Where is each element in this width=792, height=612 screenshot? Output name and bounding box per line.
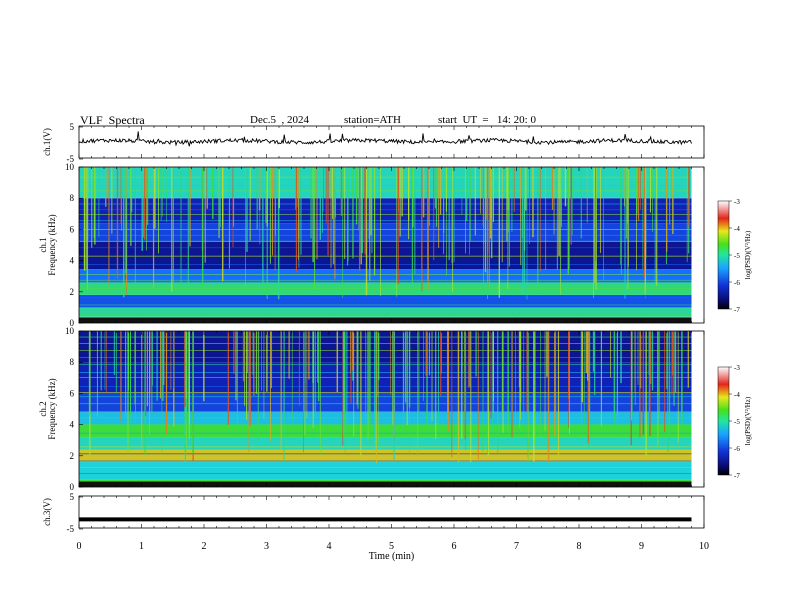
ch1-trace bbox=[78, 131, 692, 147]
spectrum-band bbox=[79, 424, 692, 438]
y-axis-label: ch.1(V) bbox=[42, 128, 52, 156]
date-label: Dec.5 , 2024 bbox=[250, 114, 309, 126]
y-tick-label: 6 bbox=[70, 224, 75, 234]
y-tick-label: 5 bbox=[70, 492, 75, 502]
spectrum-band bbox=[79, 294, 692, 308]
spectrum-band bbox=[79, 223, 692, 242]
station-label: station=ATH bbox=[344, 114, 401, 126]
spectrum-band bbox=[79, 393, 692, 413]
x-tick-label: 4 bbox=[327, 541, 332, 552]
spectrum-band bbox=[79, 198, 692, 224]
spectrum-band bbox=[79, 462, 692, 480]
low-frequency-strip bbox=[79, 481, 692, 487]
colorbar-tick-label: -4 bbox=[734, 391, 740, 399]
y-tick-label: -5 bbox=[67, 154, 75, 164]
y-tick-label: 8 bbox=[70, 357, 75, 367]
spectrum-band bbox=[79, 437, 692, 450]
colorbar bbox=[717, 366, 730, 476]
colorbar-tick-label: -3 bbox=[734, 198, 740, 206]
x-tick-label: 5 bbox=[389, 541, 394, 552]
y-tick-label: 2 bbox=[70, 451, 75, 461]
spectrum-band bbox=[79, 449, 692, 463]
colorbar-tick-label: -6 bbox=[734, 279, 740, 287]
colorbar bbox=[717, 200, 730, 310]
colorbar-tick-label: -5 bbox=[734, 252, 740, 260]
x-tick-label: 3 bbox=[264, 541, 269, 552]
x-tick-label: 7 bbox=[514, 541, 519, 552]
y-tick-label: 4 bbox=[70, 256, 75, 266]
colorbar-tick-label: -6 bbox=[734, 445, 740, 453]
ch2-spectrogram bbox=[79, 331, 692, 487]
colorbar-label: log(PSD)(V²/Hz) bbox=[744, 396, 752, 445]
panel-frame bbox=[78, 495, 705, 529]
y-tick-label: 10 bbox=[65, 326, 75, 336]
x-tick-label: 10 bbox=[699, 541, 709, 552]
y-tick-label: 2 bbox=[70, 287, 75, 297]
x-tick-label: 9 bbox=[639, 541, 644, 552]
ch1-line bbox=[78, 131, 692, 147]
colorbar-tick-label: -4 bbox=[734, 225, 740, 233]
x-tick-label: 0 bbox=[77, 541, 82, 552]
y-axis-label: Frequency (kHz) bbox=[47, 378, 57, 439]
x-tick-label: 2 bbox=[202, 541, 207, 552]
y-tick-label: 10 bbox=[65, 162, 75, 172]
ch1-spectrogram bbox=[79, 167, 692, 323]
y-tick-label: 0 bbox=[70, 482, 75, 492]
spectrum-band bbox=[79, 307, 692, 317]
y-axis-label: ch.3(V) bbox=[42, 498, 52, 526]
low-frequency-strip bbox=[79, 317, 692, 323]
y-tick-label: 0 bbox=[70, 318, 75, 328]
chart-title: VLF Spectra bbox=[80, 113, 145, 127]
colorbar-label: log(PSD)(V²/Hz) bbox=[744, 230, 752, 279]
colorbars: -3 -4 -5 -6 -7 log(PSD)(V²/Hz) -3 -4 -5 -6 -7 log(P… bbox=[717, 198, 752, 480]
x-tick-label: 1 bbox=[139, 541, 144, 552]
spectrum-band bbox=[79, 412, 692, 425]
colorbar-tick-label: -7 bbox=[734, 306, 740, 314]
y-axis-label: ch.1 bbox=[38, 237, 48, 252]
y-tick-label: 4 bbox=[70, 420, 75, 430]
start-ut-label: start UT = 14: 20: 0 bbox=[438, 114, 536, 126]
y-tick-label: 8 bbox=[70, 193, 75, 203]
y-tick-label: -5 bbox=[67, 524, 75, 534]
colorbar-tick-label: -7 bbox=[734, 472, 740, 480]
y-axis-label: ch.2 bbox=[38, 401, 48, 416]
colorbar-tick-label: -5 bbox=[734, 418, 740, 426]
x-axis-label: Time (min) bbox=[369, 551, 414, 562]
y-tick-label: 5 bbox=[70, 122, 75, 132]
y-axis-label: Frequency (kHz) bbox=[47, 214, 57, 275]
x-tick-label: 8 bbox=[577, 541, 582, 552]
y-tick-label: 6 bbox=[70, 388, 75, 398]
x-tick-label: 6 bbox=[452, 541, 457, 552]
colorbar-tick-label: -3 bbox=[734, 364, 740, 372]
